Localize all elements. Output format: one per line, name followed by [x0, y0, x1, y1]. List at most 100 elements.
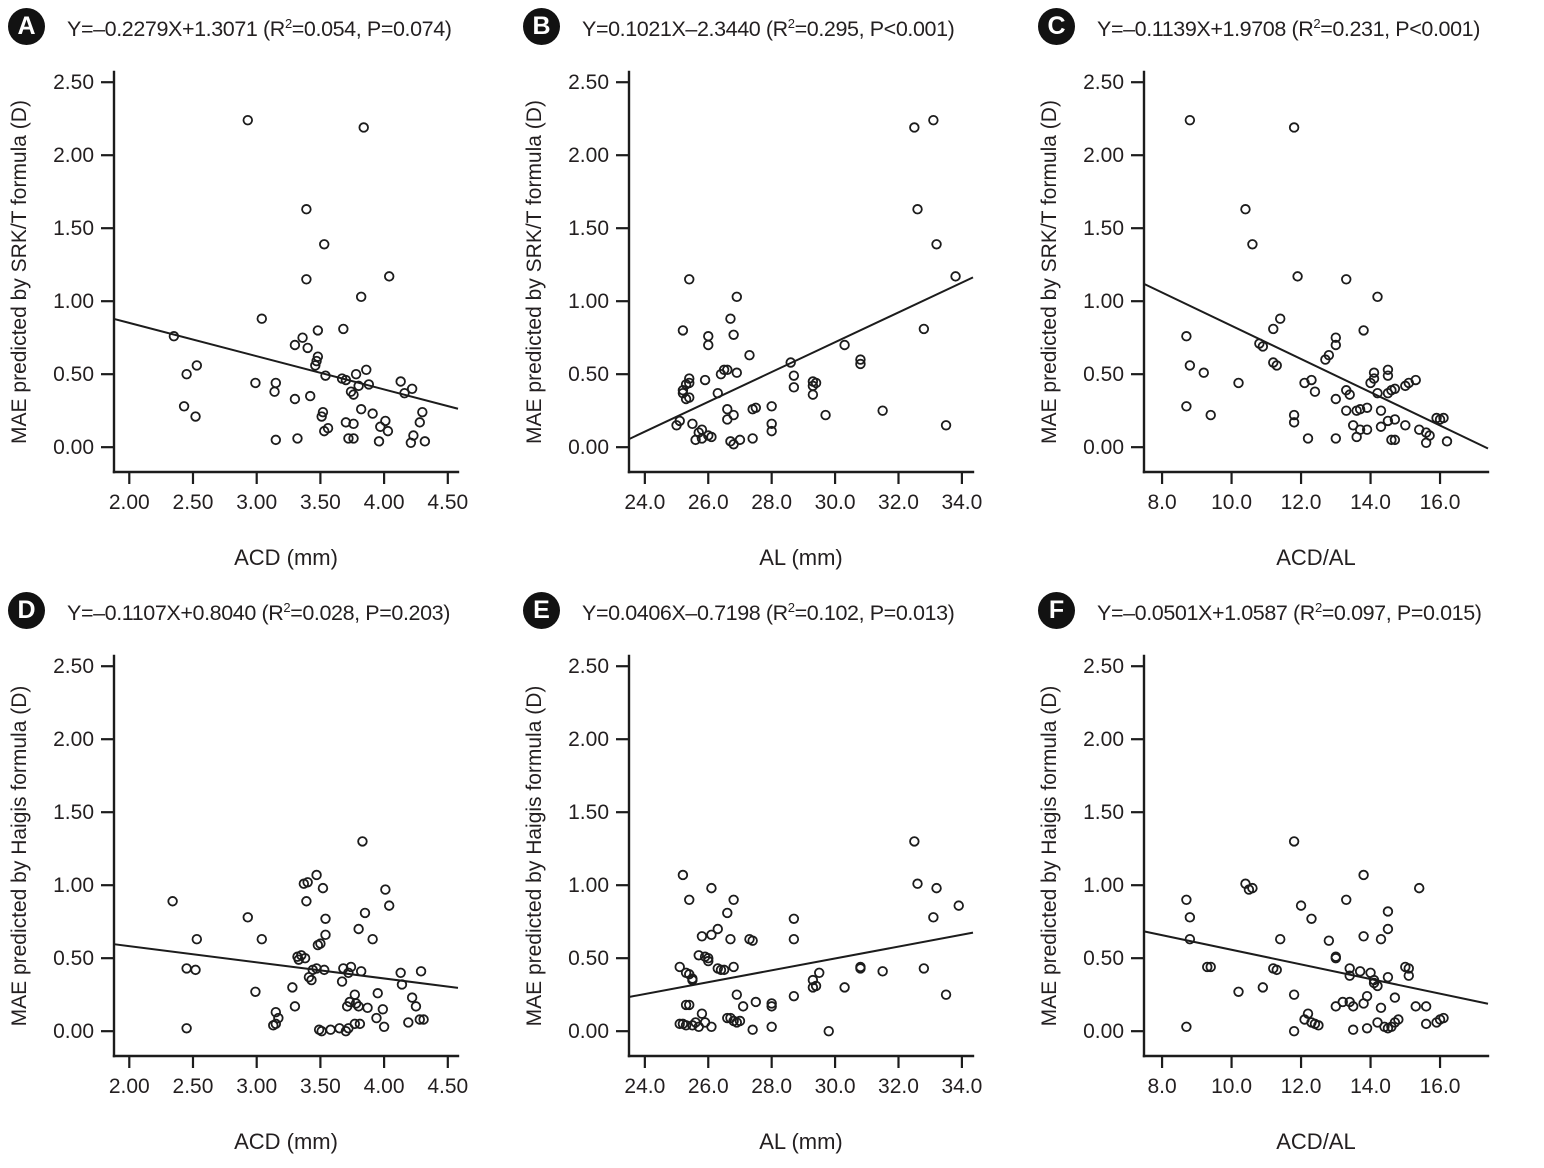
y-tick-label: 2.50	[1083, 655, 1124, 678]
y-tick-label: 2.00	[1083, 728, 1124, 751]
data-point	[1361, 424, 1373, 435]
data-point	[1400, 420, 1411, 431]
data-point	[1414, 882, 1425, 894]
data-point	[696, 931, 708, 942]
data-point	[788, 913, 800, 924]
x-tick-label: 14.0	[1350, 491, 1391, 514]
data-point	[807, 982, 819, 993]
data-point	[1181, 1021, 1192, 1033]
data-point	[1341, 274, 1352, 285]
panel-c-equation: Y=–0.1139X+1.9708 (R2=0.231, P<0.001)	[1097, 17, 1480, 42]
data-point	[250, 377, 261, 389]
data-point	[766, 425, 777, 437]
x-tick-label: 30.0	[815, 1075, 856, 1098]
data-point	[168, 331, 180, 342]
data-point	[715, 368, 727, 380]
x-tick-label: 3.50	[300, 491, 341, 514]
data-point	[367, 408, 378, 419]
data-point	[877, 966, 888, 977]
data-point	[699, 374, 711, 386]
data-point	[289, 339, 301, 351]
data-point	[693, 1021, 704, 1033]
data-point	[718, 964, 730, 976]
data-point	[418, 1014, 429, 1025]
panel-f-badge: F	[1038, 592, 1075, 629]
data-point	[320, 913, 331, 924]
data-point	[382, 425, 394, 437]
x-axis-title: AL (mm)	[759, 1129, 843, 1154]
data-point	[1184, 934, 1196, 945]
panel-d-badge: D	[8, 592, 45, 629]
data-point	[699, 951, 711, 962]
scatter-chart-f: 8.0 10.0 12.0 14.0 16.0 0.00 0.50 1.00 1.50 2.00 2…	[1038, 654, 1490, 1154]
panel-d-equation: Y=–0.1107X+0.8040 (R2=0.028, P=0.203)	[67, 601, 450, 626]
data-point	[1382, 387, 1394, 399]
data-point	[684, 999, 695, 1011]
equation-text: =0.102, P=0.013)	[794, 601, 955, 625]
x-tick-label: 34.0	[941, 491, 982, 514]
data-point	[419, 436, 431, 447]
data-point	[1386, 434, 1397, 446]
data-point	[395, 967, 406, 978]
regression-line	[628, 931, 974, 998]
data-point	[1292, 271, 1303, 282]
data-point	[1410, 374, 1421, 386]
x-tick-label: 12.0	[1281, 1075, 1322, 1098]
data-point	[417, 406, 428, 418]
y-tick-label: 1.00	[568, 874, 609, 897]
scatter-chart-d: 2.00 2.50 3.00 3.50 4.00 4.50 0.00 0.50 1.00 1.50…	[8, 654, 468, 1154]
data-point	[312, 325, 324, 336]
data-point	[766, 1001, 777, 1012]
panel-e-header: E Y=0.0406X–0.7198 (R2=0.102, P=0.013)	[515, 584, 1030, 644]
data-point	[359, 907, 371, 919]
x-tick-label: 4.00	[364, 491, 405, 514]
data-point	[1202, 961, 1213, 973]
x-tick-label: 2.00	[109, 1075, 150, 1098]
data-point	[1275, 934, 1286, 945]
data-point	[1313, 1020, 1324, 1031]
y-tick-label: 0.50	[53, 947, 94, 970]
data-point	[349, 1018, 361, 1030]
data-point	[1309, 386, 1321, 397]
data-point	[273, 1012, 284, 1024]
data-point	[1347, 1001, 1359, 1012]
data-point	[338, 323, 349, 335]
data-point	[181, 963, 192, 974]
data-point	[270, 1018, 282, 1030]
data-point	[311, 869, 322, 881]
panel-e: E Y=0.0406X–0.7198 (R2=0.102, P=0.013) 2…	[515, 584, 1030, 1168]
data-point	[734, 1015, 746, 1027]
data-point	[270, 434, 282, 446]
data-point	[1382, 906, 1394, 917]
data-point	[1181, 894, 1192, 905]
data-point	[1368, 367, 1380, 378]
data-point	[747, 935, 758, 946]
data-point	[1181, 331, 1192, 342]
data-point	[788, 990, 800, 1002]
data-point	[807, 389, 819, 400]
data-point	[1275, 313, 1286, 324]
x-tick-label: 2.50	[173, 1075, 214, 1098]
panel-a: A Y=–0.2279X+1.3071 (R2=0.054, P=0.074) …	[0, 0, 515, 584]
data-point	[687, 418, 698, 430]
data-point	[384, 271, 395, 282]
data-point	[191, 934, 203, 945]
data-point	[788, 370, 800, 381]
equation-superscript: 2	[1314, 599, 1322, 615]
data-point	[1330, 952, 1342, 964]
data-point	[1271, 964, 1282, 976]
data-point	[1288, 409, 1300, 421]
data-point	[1330, 339, 1342, 351]
data-point	[823, 1025, 834, 1037]
data-point	[348, 389, 359, 400]
data-point	[1375, 405, 1387, 416]
x-tick-label: 34.0	[941, 1075, 982, 1098]
data-point	[674, 961, 685, 973]
data-point	[1288, 122, 1300, 133]
data-point	[680, 999, 692, 1011]
data-point	[256, 934, 267, 945]
data-point	[1302, 433, 1314, 444]
data-point	[353, 923, 364, 935]
data-point	[1389, 992, 1401, 1003]
data-point	[1358, 325, 1369, 336]
